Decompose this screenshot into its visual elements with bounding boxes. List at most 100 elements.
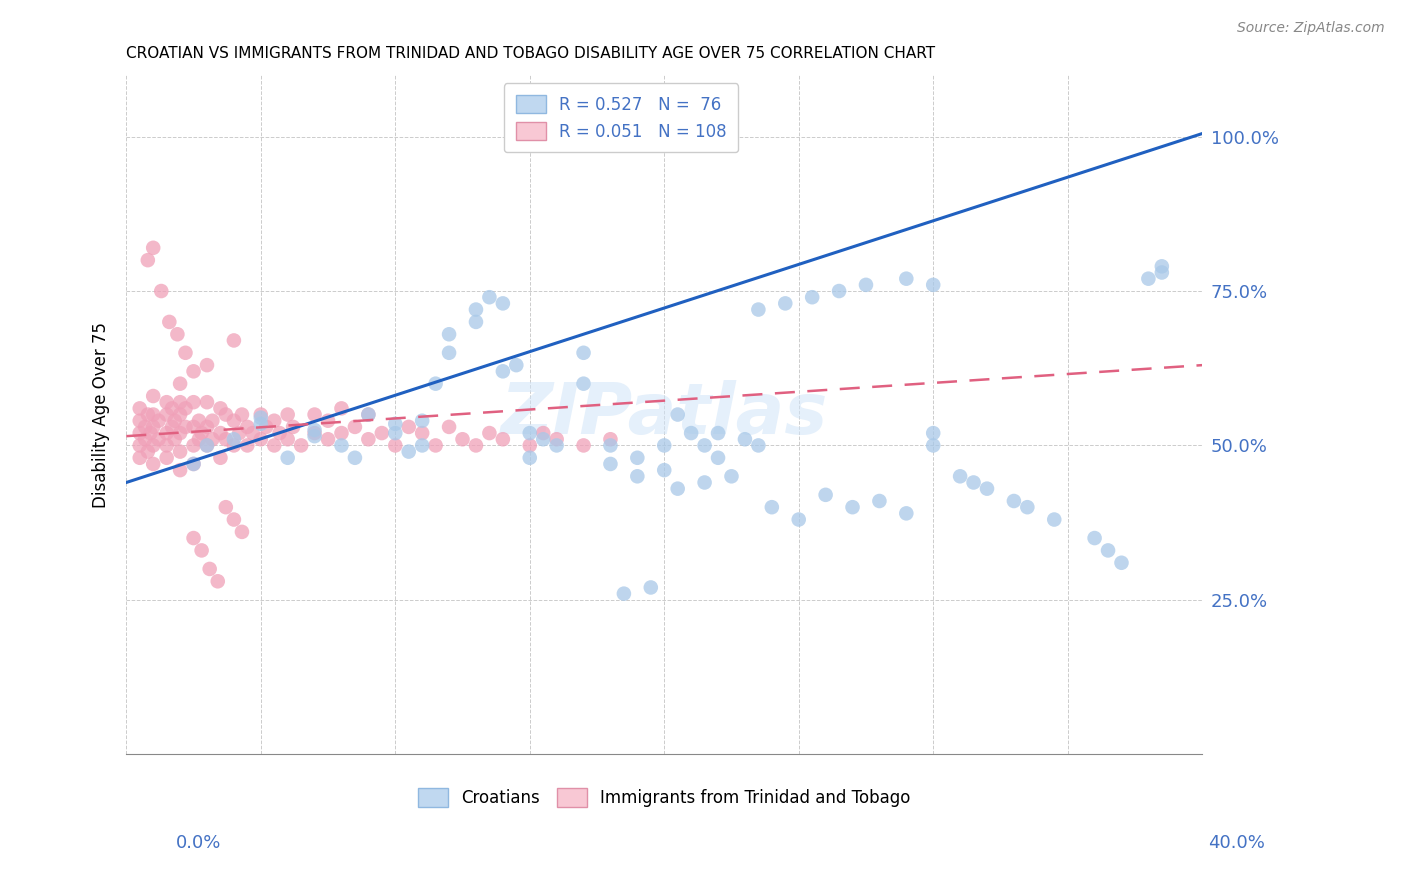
Point — [277, 408, 299, 422]
Point — [142, 457, 165, 471]
Point — [269, 426, 291, 441]
Point — [599, 432, 621, 446]
Point — [198, 562, 221, 576]
Point — [242, 426, 264, 441]
Point — [190, 426, 212, 441]
Point — [156, 438, 179, 452]
Point — [814, 488, 837, 502]
Point — [922, 277, 945, 292]
Point — [263, 414, 285, 428]
Point — [195, 438, 218, 452]
Point — [707, 426, 730, 441]
Point — [531, 432, 554, 446]
Point — [236, 420, 259, 434]
Point — [1111, 556, 1133, 570]
Point — [343, 450, 366, 465]
Point — [195, 358, 218, 372]
Point — [787, 512, 810, 526]
Point — [652, 463, 675, 477]
Point — [174, 420, 197, 434]
Point — [222, 512, 245, 526]
Point — [626, 469, 648, 483]
Point — [139, 426, 162, 441]
Point — [304, 426, 326, 441]
Point — [156, 408, 179, 422]
Point — [316, 414, 339, 428]
Point — [855, 277, 877, 292]
Point — [231, 408, 253, 422]
Point — [183, 531, 205, 545]
Point — [465, 302, 488, 317]
Point — [1017, 500, 1039, 515]
Point — [828, 284, 851, 298]
Point — [640, 581, 662, 595]
Point — [215, 408, 238, 422]
Point — [1150, 266, 1173, 280]
Point — [425, 438, 447, 452]
Point — [613, 587, 636, 601]
Point — [572, 438, 595, 452]
Point — [531, 426, 554, 441]
Point — [187, 414, 209, 428]
Point — [222, 334, 245, 348]
Point — [195, 438, 218, 452]
Point — [451, 432, 474, 446]
Point — [330, 438, 353, 452]
Point — [1150, 260, 1173, 274]
Point — [263, 438, 285, 452]
Point — [465, 315, 488, 329]
Point — [174, 346, 197, 360]
Point — [681, 426, 703, 441]
Point — [546, 432, 568, 446]
Point — [128, 414, 150, 428]
Point — [841, 500, 863, 515]
Point — [411, 438, 433, 452]
Point — [357, 408, 380, 422]
Point — [128, 401, 150, 416]
Point — [492, 432, 515, 446]
Point — [330, 426, 353, 441]
Text: 0.0%: 0.0% — [176, 834, 221, 852]
Point — [304, 408, 326, 422]
Point — [128, 438, 150, 452]
Point — [231, 524, 253, 539]
Point — [1084, 531, 1107, 545]
Point — [492, 364, 515, 378]
Point — [922, 438, 945, 452]
Point — [157, 315, 180, 329]
Point — [183, 395, 205, 409]
Point — [166, 327, 188, 342]
Point — [215, 432, 238, 446]
Point — [281, 420, 304, 434]
Point — [357, 408, 380, 422]
Point — [801, 290, 824, 304]
Point — [304, 429, 326, 443]
Point — [195, 420, 218, 434]
Point — [478, 290, 501, 304]
Point — [398, 444, 420, 458]
Point — [209, 401, 232, 416]
Point — [249, 417, 271, 431]
Point — [384, 417, 406, 431]
Point — [747, 438, 769, 452]
Point — [156, 426, 179, 441]
Point — [693, 438, 716, 452]
Point — [962, 475, 984, 490]
Point — [465, 438, 488, 452]
Point — [160, 420, 183, 434]
Point — [896, 507, 918, 521]
Point — [183, 438, 205, 452]
Point — [357, 432, 380, 446]
Point — [190, 543, 212, 558]
Point — [707, 450, 730, 465]
Point — [201, 414, 224, 428]
Point — [134, 432, 156, 446]
Point — [572, 346, 595, 360]
Point — [949, 469, 972, 483]
Point — [228, 426, 250, 441]
Point — [169, 444, 191, 458]
Point — [174, 401, 197, 416]
Point — [599, 438, 621, 452]
Point — [478, 426, 501, 441]
Point — [411, 426, 433, 441]
